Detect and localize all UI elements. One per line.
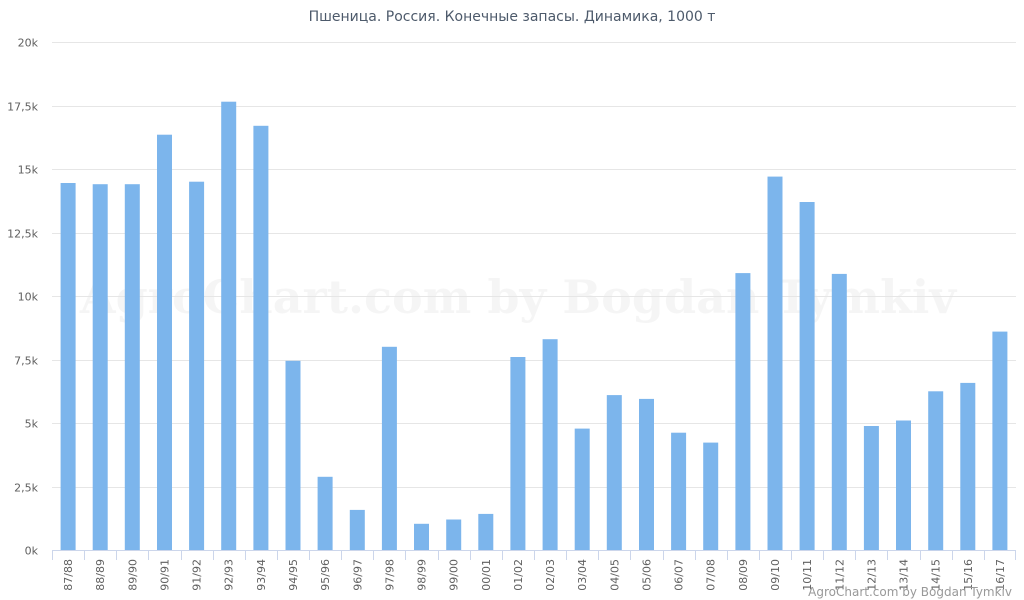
y-tick-label: 0k (25, 545, 39, 558)
x-tick-label: 87/88 (62, 559, 75, 591)
bar (253, 125, 269, 551)
bar (992, 331, 1008, 550)
bar (639, 398, 654, 550)
bar (574, 428, 590, 550)
bar (285, 360, 301, 550)
y-tick-label: 12,5k (7, 228, 38, 241)
bar (928, 391, 944, 551)
x-tick-label: 95/96 (319, 559, 332, 591)
bar (896, 420, 911, 550)
bar (671, 432, 687, 550)
bar (414, 523, 429, 550)
x-tick-label: 09/10 (769, 559, 782, 591)
bars (60, 101, 1008, 551)
x-tick-label: 04/05 (608, 559, 621, 591)
x-tick-label: 93/94 (255, 559, 268, 591)
y-tick-label: 5k (25, 418, 39, 431)
y-axis: 0k 2,5k 5k 7,5k 10k 12,5k 15k 17,5k 20k (7, 37, 38, 558)
x-tick-label: 05/06 (641, 559, 654, 591)
bar (510, 357, 526, 550)
x-tick-label: 11/12 (833, 559, 846, 591)
x-tick-label: 88/89 (94, 559, 107, 591)
bar (157, 134, 172, 550)
bar (317, 476, 333, 550)
bar (960, 382, 976, 550)
x-tick-label: 98/99 (416, 559, 429, 591)
bar (863, 426, 879, 550)
x-tick-label: 90/91 (159, 559, 172, 591)
x-tick-label: 14/15 (930, 559, 943, 591)
y-tick-label: 10k (18, 291, 39, 304)
bar (349, 509, 365, 550)
chart-title: Пшеница. Россия. Конечные запасы. Динами… (309, 9, 716, 25)
x-tick-label: 12/13 (865, 559, 878, 591)
x-tick-label: 01/02 (512, 559, 525, 591)
x-axis: 87/88 88/89 89/90 90/91 91/92 92/93 93/94 94/95… (52, 550, 1016, 591)
x-tick-label: 99/00 (448, 559, 461, 591)
x-tick-label: 91/92 (191, 559, 204, 591)
bar (703, 442, 719, 550)
bar (767, 176, 783, 550)
bar (381, 346, 397, 550)
bar (189, 181, 205, 550)
x-tick-label: 16/17 (994, 559, 1007, 591)
x-tick-label: 02/03 (544, 559, 557, 591)
x-tick-label: 89/90 (126, 559, 139, 591)
bar (606, 395, 622, 550)
bar (60, 183, 76, 550)
bar (478, 513, 494, 550)
bar (831, 273, 847, 550)
credit-text[interactable]: AgroChart.com by Bogdan Tymkiv (808, 585, 1012, 599)
x-tick-label: 94/95 (287, 559, 300, 591)
bar (92, 184, 108, 550)
bar (124, 184, 140, 550)
x-tick-label: 00/01 (480, 559, 493, 591)
x-tick-label: 03/04 (576, 559, 589, 591)
bar (799, 202, 815, 550)
x-tick-label: 10/11 (801, 559, 814, 591)
x-tick-label: 06/07 (673, 559, 686, 591)
bar (221, 101, 237, 550)
x-tick-label: 92/93 (223, 559, 236, 591)
bar (446, 519, 462, 550)
y-tick-label: 2,5k (14, 482, 38, 495)
y-tick-label: 7,5k (14, 355, 38, 368)
x-tick-label: 96/97 (351, 559, 364, 591)
y-tick-label: 20k (18, 37, 39, 50)
bar (542, 339, 558, 550)
y-tick-label: 15k (18, 164, 39, 177)
y-tick-label: 17,5k (7, 101, 38, 114)
bar (735, 273, 751, 550)
x-tick-label: 13/14 (898, 559, 911, 591)
x-tick-label: 07/08 (705, 559, 718, 591)
x-tick-label: 97/98 (383, 559, 396, 591)
x-tick-label: 15/16 (962, 559, 975, 591)
x-tick-label: 08/09 (737, 559, 750, 591)
